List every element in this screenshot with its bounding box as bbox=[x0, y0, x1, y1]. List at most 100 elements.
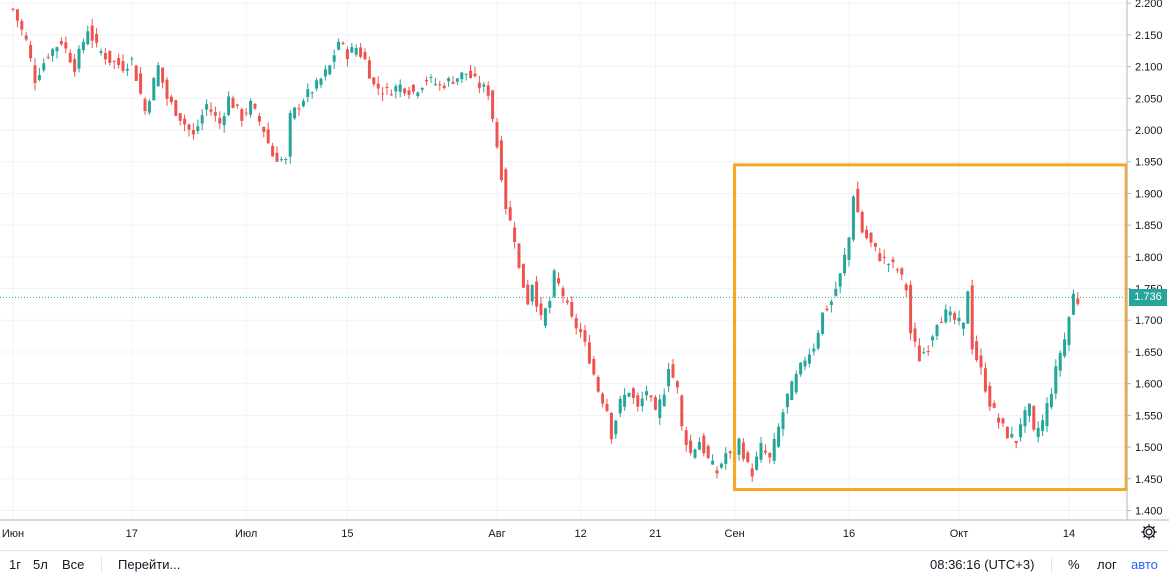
candle-body bbox=[363, 52, 367, 60]
candle-body bbox=[645, 391, 649, 396]
y-tick-label: 2.100 bbox=[1135, 62, 1163, 74]
candle-body bbox=[495, 121, 499, 148]
candle-body bbox=[1019, 424, 1023, 438]
candle-body bbox=[561, 288, 565, 297]
range-1y-button[interactable]: 1г bbox=[9, 557, 21, 572]
candle-body bbox=[253, 103, 257, 109]
candle-body bbox=[807, 354, 811, 364]
candle-body bbox=[433, 83, 437, 85]
candle-body bbox=[345, 49, 349, 60]
y-tick-label: 1.500 bbox=[1135, 442, 1163, 454]
candle-body bbox=[543, 308, 547, 326]
candle-body bbox=[521, 263, 525, 288]
candle-body bbox=[222, 116, 226, 126]
candle-body bbox=[983, 368, 987, 392]
candle-body bbox=[535, 281, 539, 307]
candle-body bbox=[570, 302, 574, 317]
x-tick-label: Сен bbox=[725, 528, 745, 540]
candle-body bbox=[948, 311, 952, 316]
candle-body bbox=[821, 312, 825, 334]
candle-body bbox=[856, 188, 860, 213]
candle-body bbox=[372, 77, 376, 85]
y-tick-label: 1.900 bbox=[1135, 188, 1163, 200]
candle-body bbox=[389, 94, 393, 96]
candle-body bbox=[147, 101, 151, 113]
candle-body bbox=[887, 263, 891, 265]
candle-body bbox=[772, 439, 776, 461]
candle-body bbox=[935, 325, 939, 337]
candle-body bbox=[416, 92, 420, 97]
candle-body bbox=[205, 104, 209, 110]
candle-body bbox=[834, 288, 838, 296]
goto-date-button[interactable]: Перейти... bbox=[118, 557, 181, 572]
candle-body bbox=[658, 399, 662, 418]
candle-body bbox=[706, 445, 710, 458]
candle-body bbox=[513, 227, 517, 242]
candle-body bbox=[68, 52, 72, 63]
candle-body bbox=[1045, 403, 1049, 427]
price-chart[interactable]: 2.200 2.150 2.100 2.050 2.000 1.950 1.900 1.850… bbox=[0, 0, 1169, 550]
candle-body bbox=[86, 31, 90, 45]
candle-body bbox=[689, 440, 693, 453]
candle-body bbox=[750, 468, 754, 477]
candle-body bbox=[24, 35, 28, 40]
candle-body bbox=[957, 317, 961, 322]
candle-body bbox=[279, 159, 283, 161]
candle-body bbox=[310, 92, 314, 94]
auto-scale-toggle[interactable]: авто bbox=[1131, 557, 1158, 572]
candle-body bbox=[394, 86, 398, 92]
candle-body bbox=[790, 381, 794, 401]
candle-body bbox=[1036, 427, 1040, 438]
gear-icon[interactable] bbox=[1140, 522, 1158, 542]
x-tick-label: 15 bbox=[341, 528, 353, 540]
candle-body bbox=[601, 393, 605, 404]
x-tick-label: Авг bbox=[488, 528, 505, 540]
candle-body bbox=[1076, 298, 1080, 304]
candle-body bbox=[1014, 440, 1018, 444]
clock-timezone[interactable]: 08:36:16 (UTC+3) bbox=[930, 557, 1035, 572]
highlight-box bbox=[733, 163, 1128, 492]
candle-body bbox=[196, 126, 200, 132]
candle-body bbox=[966, 291, 970, 324]
candle-body bbox=[992, 403, 996, 408]
candle-body bbox=[33, 65, 37, 83]
candle-body bbox=[108, 50, 112, 63]
candle-body bbox=[517, 243, 521, 268]
time-axis[interactable]: Июн 17 Июл 15 Авг 12 21 Сен 16 Окт 14 bbox=[2, 528, 1075, 540]
candle-body bbox=[605, 404, 609, 411]
candle-body bbox=[469, 70, 473, 78]
candle-body bbox=[15, 9, 19, 21]
candles bbox=[11, 7, 1080, 482]
price-axis[interactable]: 2.200 2.150 2.100 2.050 2.000 1.950 1.900 1.850… bbox=[1127, 0, 1163, 517]
candle-body bbox=[891, 259, 895, 263]
candle-body bbox=[213, 112, 217, 116]
y-tick-label: 2.200 bbox=[1135, 0, 1163, 10]
candle-body bbox=[447, 78, 451, 82]
candle-body bbox=[455, 78, 459, 82]
candle-body bbox=[411, 84, 415, 92]
candle-body bbox=[587, 342, 591, 364]
candle-body bbox=[235, 104, 239, 106]
candle-body bbox=[169, 96, 173, 103]
candle-body bbox=[755, 456, 759, 470]
log-scale-toggle[interactable]: лог bbox=[1097, 557, 1117, 572]
candle-body bbox=[451, 81, 455, 84]
candle-body bbox=[385, 86, 389, 88]
candle-body bbox=[218, 117, 222, 124]
x-tick-label: 14 bbox=[1063, 528, 1075, 540]
percent-scale-toggle[interactable]: % bbox=[1068, 557, 1080, 572]
candle-body bbox=[799, 362, 803, 375]
range-all-button[interactable]: Все bbox=[62, 557, 85, 572]
candle-body bbox=[341, 42, 345, 44]
y-tick-label: 1.550 bbox=[1135, 410, 1163, 422]
candle-body bbox=[51, 49, 55, 56]
candle-body bbox=[596, 376, 600, 392]
candle-body bbox=[711, 460, 715, 465]
candle-body bbox=[961, 322, 965, 329]
candle-body bbox=[662, 394, 666, 406]
candle-body bbox=[953, 313, 957, 320]
candle-body bbox=[29, 45, 33, 59]
candle-body bbox=[1041, 420, 1045, 432]
candle-body bbox=[156, 65, 160, 87]
range-5y-button[interactable]: 5л bbox=[33, 557, 48, 572]
